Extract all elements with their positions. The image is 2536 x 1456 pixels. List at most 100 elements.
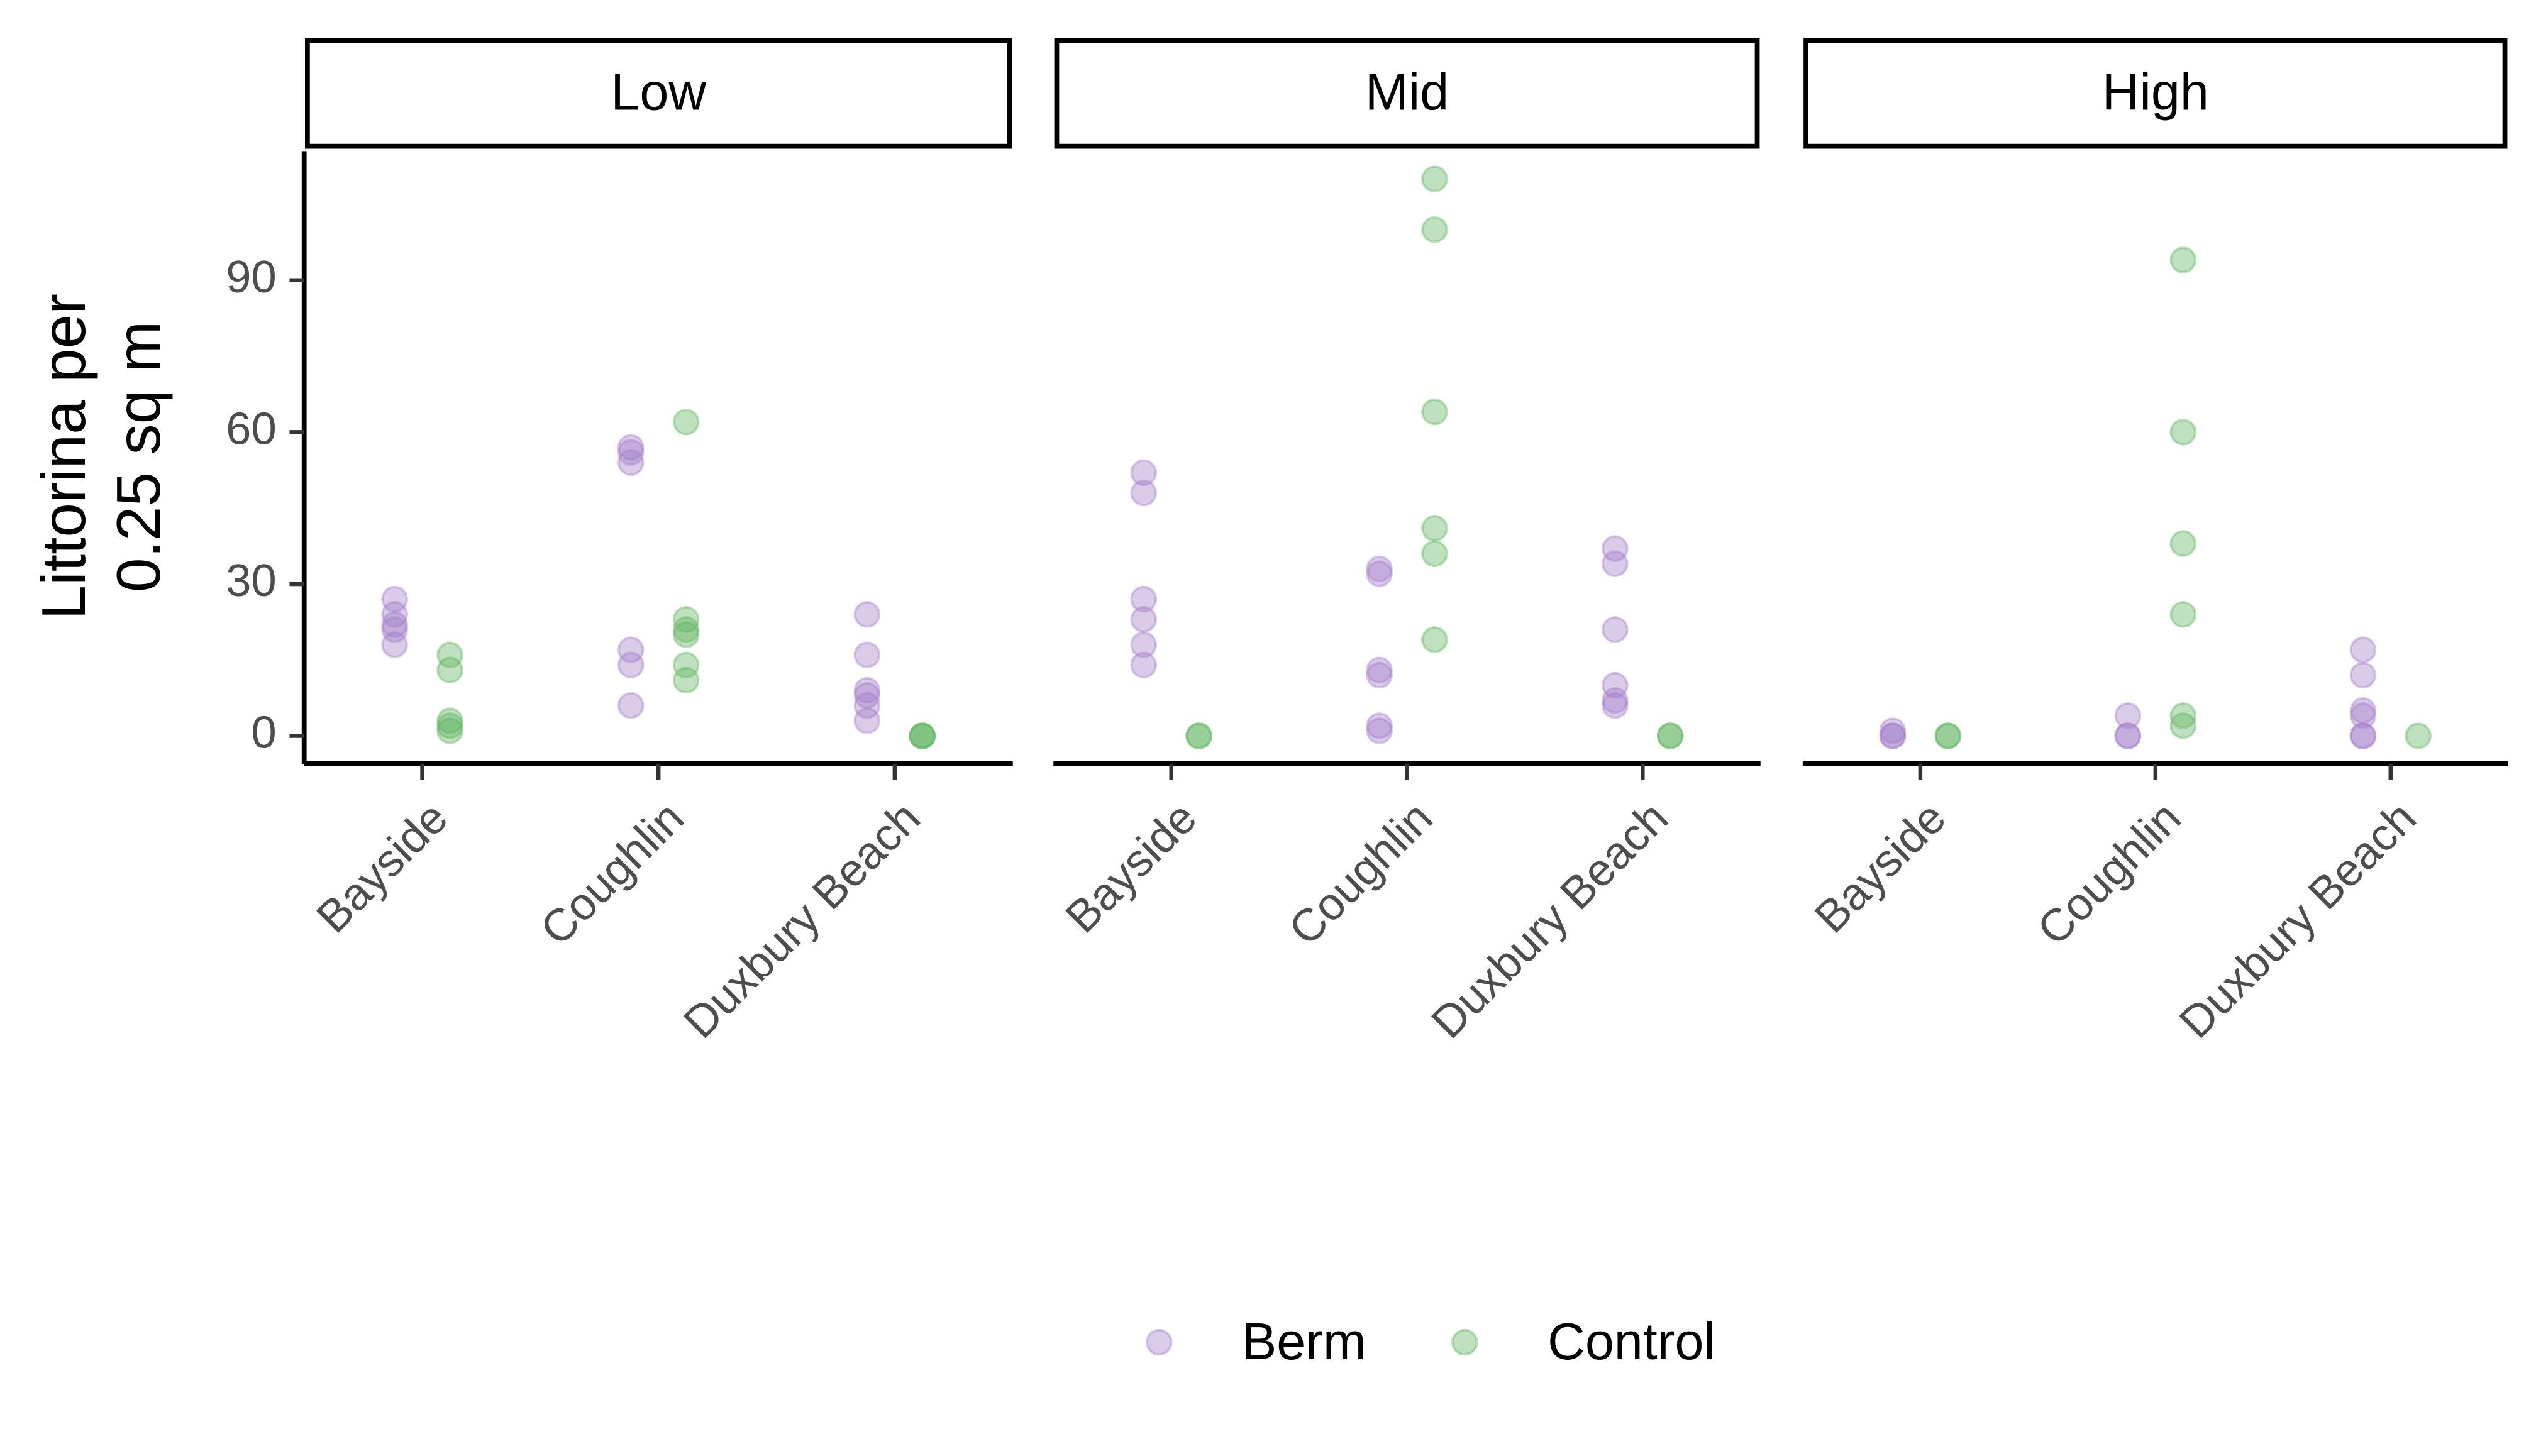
point bbox=[381, 600, 408, 628]
point bbox=[2169, 419, 2197, 446]
point bbox=[1185, 722, 1212, 749]
y-tick-label: 60 bbox=[226, 403, 276, 454]
legend-marker bbox=[1451, 1328, 1478, 1356]
point bbox=[1366, 656, 1393, 684]
facet-title: Low bbox=[611, 62, 706, 121]
point bbox=[853, 600, 881, 628]
point bbox=[1602, 535, 1629, 562]
point bbox=[1934, 722, 1962, 749]
point bbox=[436, 717, 463, 744]
legend-label: Control bbox=[1548, 1312, 1715, 1371]
x-tick-label: Coughlin bbox=[531, 792, 694, 955]
point bbox=[2169, 702, 2197, 729]
x-tick-label: Bayside bbox=[1056, 792, 1206, 942]
point bbox=[436, 712, 463, 739]
point bbox=[1185, 722, 1212, 749]
point bbox=[2349, 661, 2377, 689]
point bbox=[436, 656, 463, 684]
point bbox=[2169, 712, 2197, 739]
point bbox=[1366, 661, 1393, 689]
point bbox=[1602, 550, 1629, 578]
point bbox=[1602, 616, 1629, 643]
point bbox=[2169, 600, 2197, 628]
point bbox=[617, 636, 645, 663]
point bbox=[1421, 216, 1448, 243]
point bbox=[2169, 246, 2197, 273]
point bbox=[672, 666, 700, 694]
point bbox=[1602, 692, 1629, 719]
facet-title: Mid bbox=[1365, 62, 1449, 121]
x-tick-label: Duxbury Beach bbox=[674, 792, 930, 1048]
y-tick-label: 0 bbox=[252, 707, 277, 758]
y-axis-label: Littorina per bbox=[29, 294, 98, 620]
point bbox=[1879, 722, 1907, 749]
point bbox=[1934, 722, 1962, 749]
point bbox=[617, 439, 645, 466]
legend-marker bbox=[1145, 1328, 1173, 1356]
point bbox=[1602, 687, 1629, 714]
point bbox=[617, 449, 645, 477]
point bbox=[1130, 459, 1158, 487]
facet-strip bbox=[1803, 38, 2508, 149]
point bbox=[2169, 530, 2197, 557]
point bbox=[1130, 651, 1158, 679]
point bbox=[672, 606, 700, 633]
point bbox=[1879, 722, 1907, 749]
point bbox=[2114, 702, 2142, 729]
point bbox=[2114, 722, 2142, 749]
point bbox=[1130, 631, 1158, 658]
y-axis-label: 0.25 sq m bbox=[104, 321, 173, 592]
point bbox=[909, 722, 936, 749]
point bbox=[1366, 555, 1393, 583]
point bbox=[672, 621, 700, 648]
x-tick-label: Duxbury Beach bbox=[1422, 792, 1678, 1048]
point bbox=[2349, 722, 2377, 749]
point bbox=[672, 651, 700, 679]
point bbox=[1421, 398, 1448, 426]
point bbox=[381, 585, 408, 613]
point bbox=[909, 722, 936, 749]
point bbox=[672, 616, 700, 643]
point bbox=[2405, 722, 2432, 749]
point bbox=[1130, 479, 1158, 507]
point bbox=[617, 434, 645, 461]
point bbox=[1602, 671, 1629, 699]
point bbox=[1366, 717, 1393, 744]
facet-strip bbox=[1054, 38, 1760, 149]
point bbox=[853, 681, 881, 709]
point bbox=[1879, 717, 1907, 744]
point bbox=[381, 616, 408, 643]
point bbox=[909, 722, 936, 749]
point bbox=[1421, 540, 1448, 567]
point bbox=[1366, 560, 1393, 588]
point bbox=[617, 651, 645, 679]
legend-label: Berm bbox=[1242, 1312, 1366, 1371]
point bbox=[853, 641, 881, 669]
point bbox=[436, 707, 463, 734]
point bbox=[436, 641, 463, 669]
y-tick-label: 90 bbox=[226, 251, 276, 302]
point bbox=[1656, 722, 1684, 749]
x-tick-label: Coughlin bbox=[1279, 792, 1442, 955]
x-tick-label: Bayside bbox=[307, 792, 457, 942]
x-tick-label: Duxbury Beach bbox=[2170, 792, 2426, 1048]
point bbox=[2114, 722, 2142, 749]
point bbox=[1421, 515, 1448, 542]
point bbox=[853, 707, 881, 734]
point bbox=[1130, 606, 1158, 633]
point bbox=[2349, 697, 2377, 724]
point bbox=[2349, 702, 2377, 729]
x-tick-label: Coughlin bbox=[2027, 792, 2190, 955]
point bbox=[381, 631, 408, 658]
facet-title: High bbox=[2102, 62, 2209, 121]
facet-strip bbox=[304, 38, 1012, 149]
point bbox=[2349, 636, 2377, 663]
y-tick-label: 30 bbox=[226, 555, 276, 606]
point bbox=[1421, 626, 1448, 653]
point bbox=[853, 692, 881, 719]
point bbox=[2349, 722, 2377, 749]
x-tick-label: Bayside bbox=[1805, 792, 1955, 942]
point bbox=[1421, 165, 1448, 193]
